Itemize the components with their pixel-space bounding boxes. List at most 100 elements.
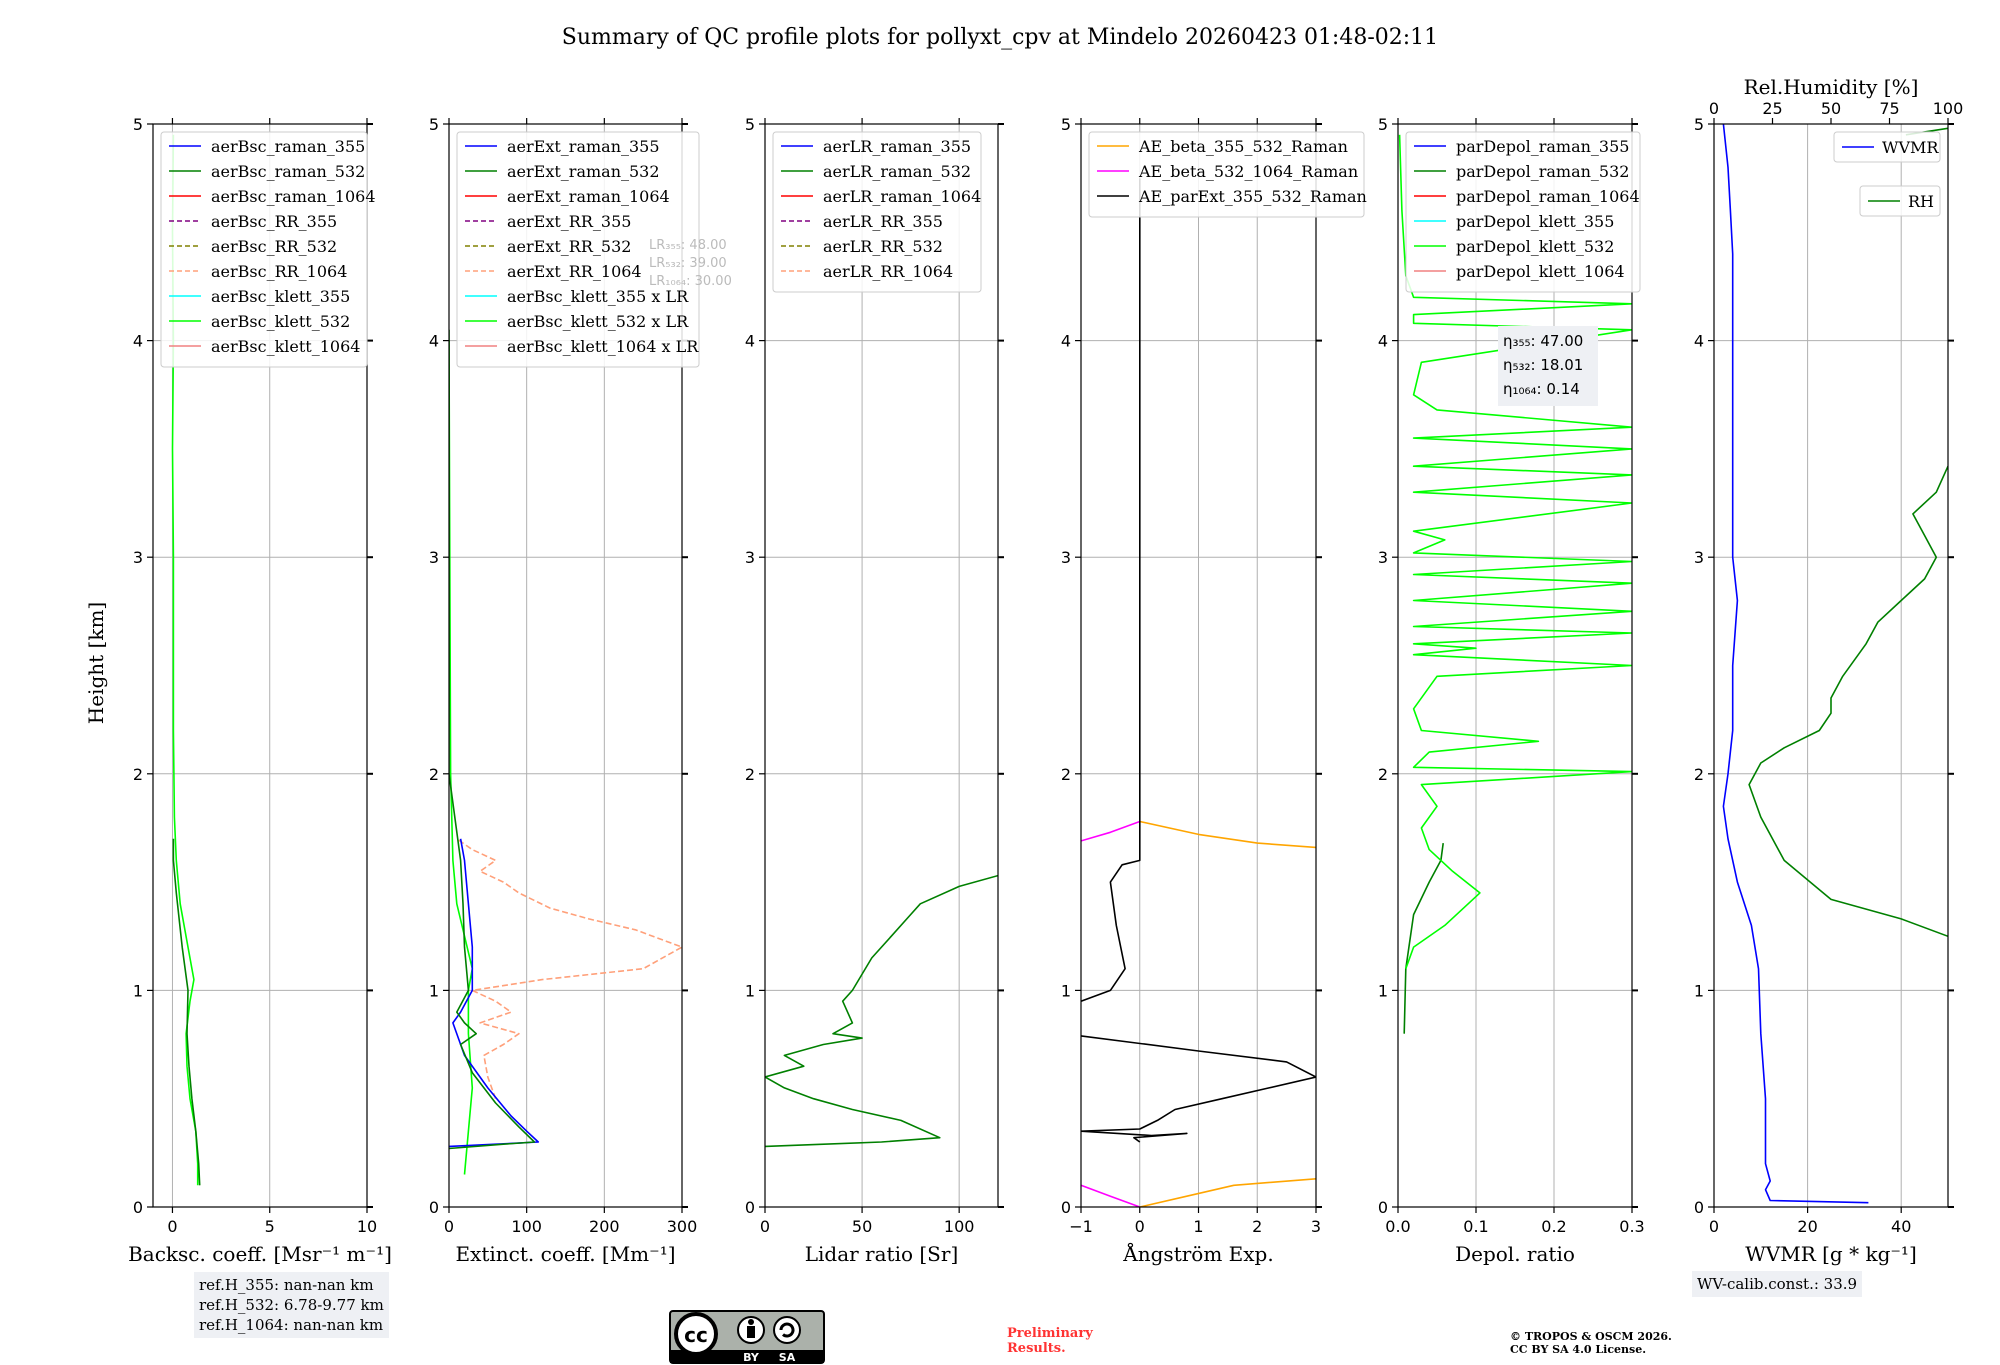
sa-share-icon [773, 1316, 801, 1344]
legend-label-backscatter-2: aerBsc_raman_1064 [211, 187, 376, 206]
legend-label-backscatter-5: aerBsc_RR_1064 [211, 262, 347, 281]
axes-frame-wvmr [1713, 123, 1949, 1208]
series-depol-0 [1403, 842, 1444, 1034]
legend-box-wvmr-0 [1833, 131, 1941, 163]
ytick-label-backscatter-5: 5 [133, 115, 143, 134]
legend-label-backscatter-7: aerBsc_klett_532 [211, 312, 350, 331]
xtick-label-wvmr-0: 0 [1709, 1217, 1719, 1236]
series-extinction-0 [456, 838, 682, 1099]
xtick-label-extinction-0: 0 [444, 1217, 454, 1236]
legend-label-depol-1: parDepol_raman_532 [1456, 162, 1629, 181]
legend-lidar_ratio: aerLR_raman_355 aerLR_raman_532 aerLR_rama… [772, 131, 982, 293]
series-lidar_ratio-0 [765, 874, 998, 1148]
legend-label-extinction-6: aerBsc_klett_355 x LR [507, 287, 689, 306]
ytick-label-wvmr-4: 4 [1694, 332, 1704, 351]
ytick-label-wvmr-5: 5 [1694, 115, 1704, 134]
cc-by-sa-logo: cc BY SA [669, 1310, 825, 1364]
series-angstrom-4 [1081, 1035, 1316, 1143]
legend-label-lidar_ratio-1: aerLR_raman_532 [823, 162, 971, 181]
legend-label-lidar_ratio-5: aerLR_RR_1064 [823, 262, 953, 281]
xtick-label-depol-0: 0.0 [1385, 1217, 1410, 1236]
lr-annotation-2: LR₁₀₆₄: 30.00 [649, 274, 732, 289]
legend-label-extinction-4: aerExt_RR_532 [507, 237, 631, 256]
xaxis-label-lidar_ratio: Lidar ratio [Sr] [805, 1242, 959, 1266]
legend-label-backscatter-8: aerBsc_klett_1064 [211, 337, 360, 356]
axes-frame-depol [1397, 123, 1633, 1208]
xtick-label-angstrom-4: 3 [1311, 1217, 1321, 1236]
axes-frame-extinction [448, 123, 683, 1208]
series-wvmr-0 [1722, 124, 1869, 1204]
plot-area-extinction [449, 329, 682, 1175]
plot-area-angstrom [1081, 178, 1316, 1207]
series-wvmr-1 [1748, 465, 1948, 938]
ytick-label-backscatter-3: 3 [133, 548, 143, 567]
legend-label-backscatter-3: aerBsc_RR_355 [211, 212, 337, 231]
copyright-line-1: © TROPOS & OSCM 2026. [1510, 1330, 1672, 1343]
xtick-label-wvmr-1: 20 [1797, 1217, 1817, 1236]
xtick-label-angstrom-3: 2 [1252, 1217, 1262, 1236]
ytick-label-backscatter-0: 0 [133, 1198, 143, 1217]
legend-box-backscatter [160, 131, 368, 368]
series-extinction-3 [449, 329, 536, 1150]
legend-label-lidar_ratio-4: aerLR_RR_532 [823, 237, 943, 256]
plot-area-backscatter [171, 134, 201, 1186]
xtick-label-lidar_ratio-0: 0 [760, 1217, 770, 1236]
ytick-label-depol-5: 5 [1378, 115, 1388, 134]
legend-box-extinction [456, 131, 700, 368]
panel-wvmr: 0 20 40 0 1 2 3 4 5 WVMR [g * kg⁻¹] 0 25 50 75 100 Rel.… [1694, 75, 1963, 1266]
eta-annotation-box [1498, 326, 1598, 406]
eta-annotation-2: η₁₀₆₄: 0.14 [1503, 380, 1580, 398]
lr-annotation-0: LR₃₅₅: 48.00 [649, 238, 727, 253]
ytick-label-angstrom-5: 5 [1061, 115, 1071, 134]
ytick-label-lidar_ratio-5: 5 [745, 115, 755, 134]
ytick-label-angstrom-1: 1 [1061, 981, 1071, 1000]
xtick-label-angstrom-0: −1 [1069, 1217, 1093, 1236]
legend-label-backscatter-4: aerBsc_RR_532 [211, 237, 337, 256]
xtick-label-depol-2: 0.2 [1541, 1217, 1566, 1236]
series-angstrom-3 [1081, 820, 1141, 842]
xtick-label-extinction-1: 100 [511, 1217, 542, 1236]
ytick-label-extinction-5: 5 [429, 115, 439, 134]
legend-label-extinction-8: aerBsc_klett_1064 x LR [507, 337, 699, 356]
legend-depol: parDepol_raman_355 parDepol_raman_532 parD… [1405, 131, 1641, 293]
series-backscatter-1 [172, 838, 201, 1186]
axes-frame-backscatter [152, 123, 368, 1208]
legend-label-angstrom-0: AE_beta_355_532_Raman [1138, 137, 1348, 156]
ytick-label-depol-3: 3 [1378, 548, 1388, 567]
copyright-note: © TROPOS & OSCM 2026. CC BY SA 4.0 Licen… [1510, 1330, 1672, 1356]
top-xtick-label-wvmr-3: 75 [1879, 99, 1899, 118]
top-xtick-label-wvmr-2: 50 [1821, 99, 1841, 118]
legend-label-extinction-3: aerExt_RR_355 [507, 212, 631, 231]
xtick-label-angstrom-2: 1 [1193, 1217, 1203, 1236]
preliminary-line-1: Preliminary [1007, 1326, 1093, 1341]
legend-label-extinction-0: aerExt_raman_355 [507, 137, 660, 156]
ytick-label-wvmr-3: 3 [1694, 548, 1704, 567]
ytick-label-backscatter-2: 2 [133, 765, 143, 784]
xaxis-label-extinction: Extinct. coeff. [Mm⁻¹] [455, 1242, 675, 1266]
xtick-label-wvmr-2: 40 [1891, 1217, 1911, 1236]
ytick-label-lidar_ratio-2: 2 [745, 765, 755, 784]
ytick-label-angstrom-4: 4 [1061, 332, 1071, 351]
eta-annotation-1: η₅₃₂: 18.01 [1503, 356, 1583, 374]
legend-box-lidar_ratio [772, 131, 982, 293]
top-xaxis-label-wvmr: Rel.Humidity [%] [1744, 75, 1919, 99]
svg-text:cc: cc [684, 1323, 708, 1347]
copyright-line-2: CC BY SA 4.0 License. [1510, 1343, 1647, 1356]
top-xtick-label-wvmr-1: 25 [1762, 99, 1782, 118]
legend-label-angstrom-2: AE_parExt_355_532_Raman [1138, 187, 1367, 206]
legend-label-lidar_ratio-3: aerLR_RR_355 [823, 212, 943, 231]
xtick-label-depol-1: 0.1 [1463, 1217, 1488, 1236]
series-depol-1 [1398, 134, 1632, 969]
panel-extinction: 0 100 200 300 0 1 2 3 4 5 Extinct. coeff. [Mm⁻¹] ae… [429, 115, 732, 1266]
ytick-label-extinction-0: 0 [429, 1198, 439, 1217]
xaxis-label-angstrom: Ångström Exp. [1122, 1241, 1273, 1266]
series-angstrom-0 [1139, 1178, 1316, 1207]
lr-annotation-1: LR₅₃₂: 39.00 [649, 256, 727, 271]
ytick-label-extinction-2: 2 [429, 765, 439, 784]
legend-box-depol [1405, 131, 1641, 293]
series-extinction-2 [449, 838, 540, 1148]
ref-height-355: ref.H_355: nan-nan km [199, 1276, 374, 1294]
eta-annotation-0: η₃₅₅: 47.00 [1503, 332, 1583, 350]
series-backscatter-0 [171, 134, 199, 1186]
